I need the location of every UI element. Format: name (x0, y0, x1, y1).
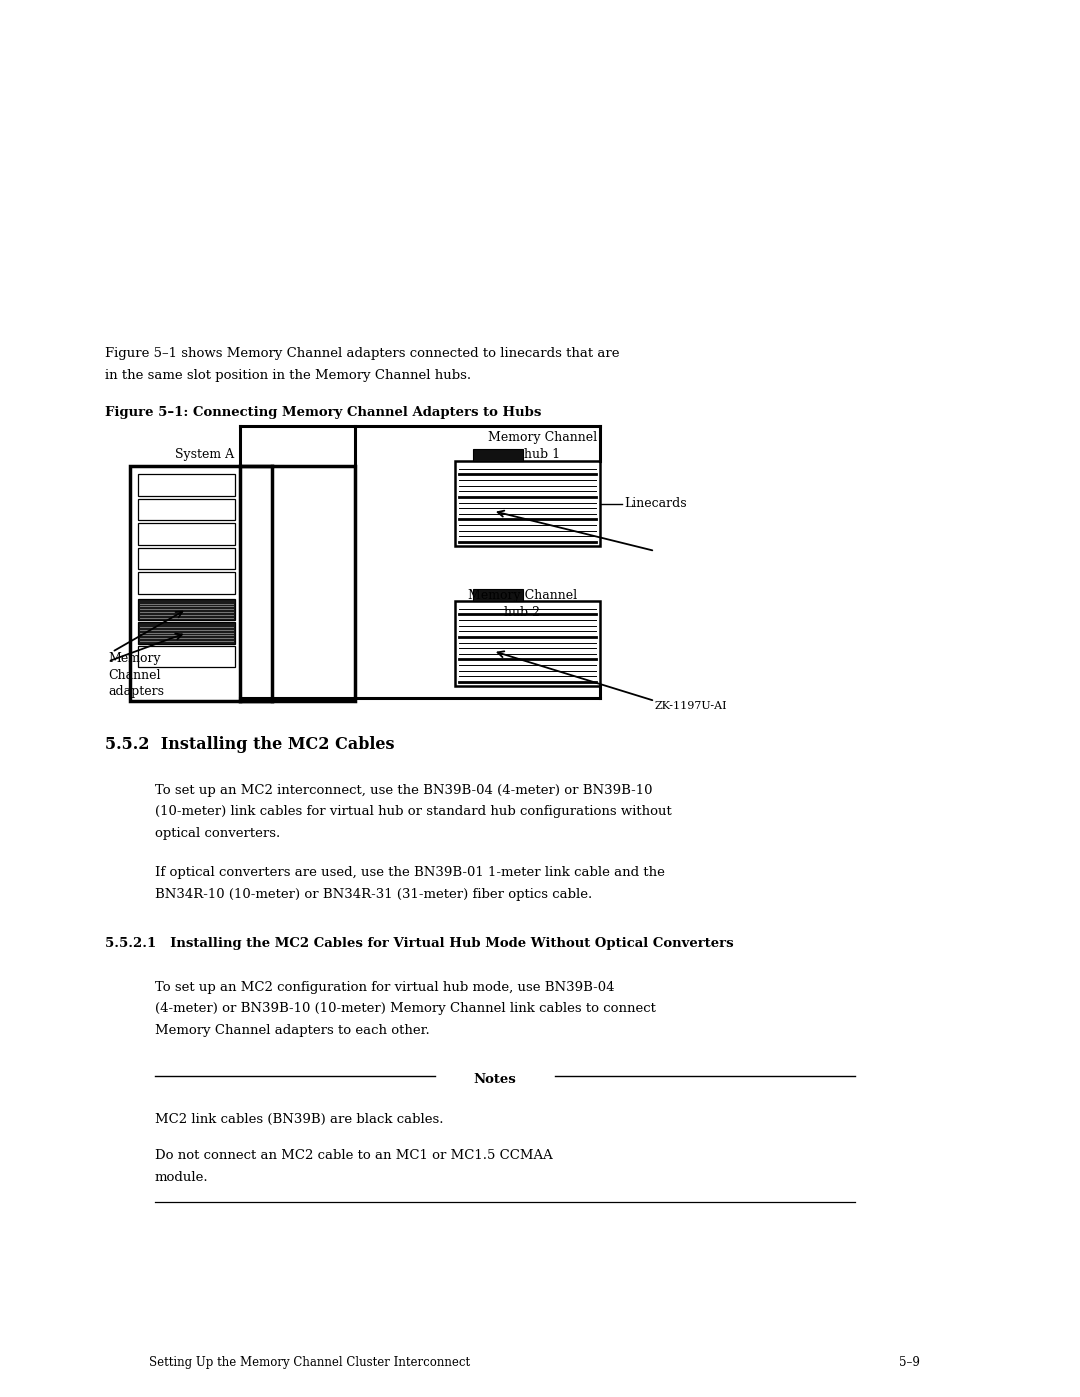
Text: To set up an MC2 configuration for virtual hub mode, use BN39B-04: To set up an MC2 configuration for virtu… (156, 981, 615, 995)
Text: System A: System A (175, 448, 234, 461)
Text: optical converters.: optical converters. (156, 827, 280, 840)
Text: (10-meter) link cables for virtual hub or standard hub configurations without: (10-meter) link cables for virtual hub o… (156, 806, 672, 819)
Text: Linecards: Linecards (624, 497, 687, 510)
Text: 5.5.2  Installing the MC2 Cables: 5.5.2 Installing the MC2 Cables (105, 736, 394, 753)
Text: 5.5.2.1   Installing the MC2 Cables for Virtual Hub Mode Without Optical Convert: 5.5.2.1 Installing the MC2 Cables for Vi… (105, 937, 733, 950)
Text: To set up an MC2 interconnect, use the BN39B-04 (4-meter) or BN39B-10: To set up an MC2 interconnect, use the B… (156, 784, 652, 798)
Text: Memory Channel
hub 1: Memory Channel hub 1 (488, 432, 597, 461)
Text: MC2 link cables (BN39B) are black cables.: MC2 link cables (BN39B) are black cables… (156, 1113, 444, 1126)
Text: Memory Channel
hub 2: Memory Channel hub 2 (468, 588, 577, 619)
Text: Figure 5–1: Connecting Memory Channel Adapters to Hubs: Figure 5–1: Connecting Memory Channel Ad… (105, 407, 541, 419)
Text: Memory
Channel
adapters: Memory Channel adapters (108, 652, 164, 698)
Bar (138, 474, 235, 496)
Bar (473, 448, 523, 461)
Bar (138, 571, 235, 594)
Bar (138, 598, 235, 620)
Bar (138, 522, 235, 545)
Bar (455, 601, 600, 686)
Text: Memory Channel adapters to each other.: Memory Channel adapters to each other. (156, 1024, 430, 1037)
Bar (138, 499, 235, 520)
Bar (138, 548, 235, 569)
Text: BN34R-10 (10-meter) or BN34R-31 (31-meter) fiber optics cable.: BN34R-10 (10-meter) or BN34R-31 (31-mete… (156, 888, 592, 901)
Text: Do not connect an MC2 cable to an MC1 or MC1.5 CCMAA: Do not connect an MC2 cable to an MC1 or… (156, 1150, 553, 1162)
Text: Figure 5–1 shows Memory Channel adapters connected to linecards that are: Figure 5–1 shows Memory Channel adapters… (105, 346, 620, 360)
Text: Notes: Notes (474, 1073, 516, 1087)
Bar (138, 622, 235, 644)
Text: Setting Up the Memory Channel Cluster Interconnect: Setting Up the Memory Channel Cluster In… (149, 1356, 470, 1369)
Text: module.: module. (156, 1171, 208, 1185)
Text: (4-meter) or BN39B-10 (10-meter) Memory Channel link cables to connect: (4-meter) or BN39B-10 (10-meter) Memory … (156, 1003, 656, 1016)
Bar (455, 461, 600, 546)
Bar (138, 645, 235, 666)
Text: If optical converters are used, use the BN39B-01 1-meter link cable and the: If optical converters are used, use the … (156, 866, 665, 880)
Text: ZK-1197U-AI: ZK-1197U-AI (654, 701, 728, 711)
Text: in the same slot position in the Memory Channel hubs.: in the same slot position in the Memory … (105, 369, 471, 381)
Bar (473, 590, 523, 601)
Text: 5–9: 5–9 (900, 1356, 920, 1369)
